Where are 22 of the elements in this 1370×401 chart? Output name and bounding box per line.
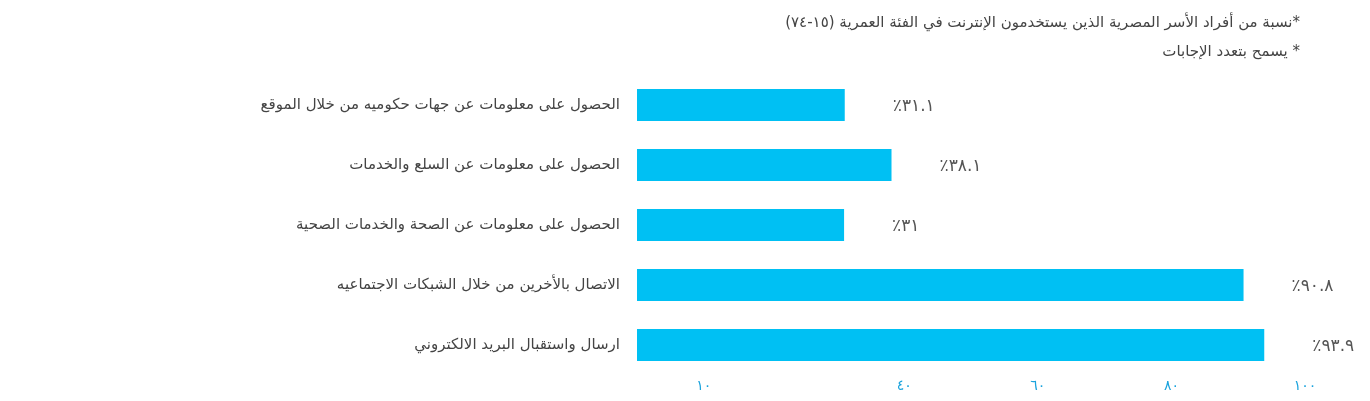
data-label: ٪٩٣.٩ [1312, 335, 1355, 356]
x-tick-label: ١٠٠ [1293, 377, 1317, 394]
y-tick-label: الحصول على معلومات عن جهات حكوميه من خلال الموقع [260, 94, 620, 113]
x-tick-label: ٤٠ [896, 377, 912, 394]
x-tick-label: ٦٠ [1030, 377, 1046, 394]
data-label: ٪٩٠.٨ [1291, 275, 1334, 296]
y-tick-label: ارسال واستقبال البريد الالكتروني [414, 334, 620, 354]
bar [637, 329, 1265, 361]
y-tick-label: الحصول على معلومات عن الصحة والخدمات الصحية [296, 214, 620, 233]
bar [637, 209, 845, 241]
data-label: ٪٣١.١ [892, 95, 935, 116]
data-label: ٪٣٨.١ [939, 155, 982, 176]
bar [637, 89, 845, 121]
bar [637, 269, 1244, 301]
y-tick-label: الحصول على معلومات عن السلع والخدمات [349, 154, 620, 173]
bar [637, 149, 892, 181]
x-tick-label: ٨٠ [1163, 377, 1179, 394]
x-tick-label: ١٠ [696, 377, 712, 394]
data-label: ٪٣١ [892, 215, 920, 236]
y-tick-label: الاتصال بالأخرين من خلال الشبكات الاجتماعيه [336, 273, 620, 293]
text: * يسمح بتعدد الإجابات [1161, 41, 1300, 62]
text: *نسبة من أفراد الأسر المصرية الذين يستخدمون الإنترنت في الفئة العمرية (١٥-٧٤) [784, 11, 1300, 34]
